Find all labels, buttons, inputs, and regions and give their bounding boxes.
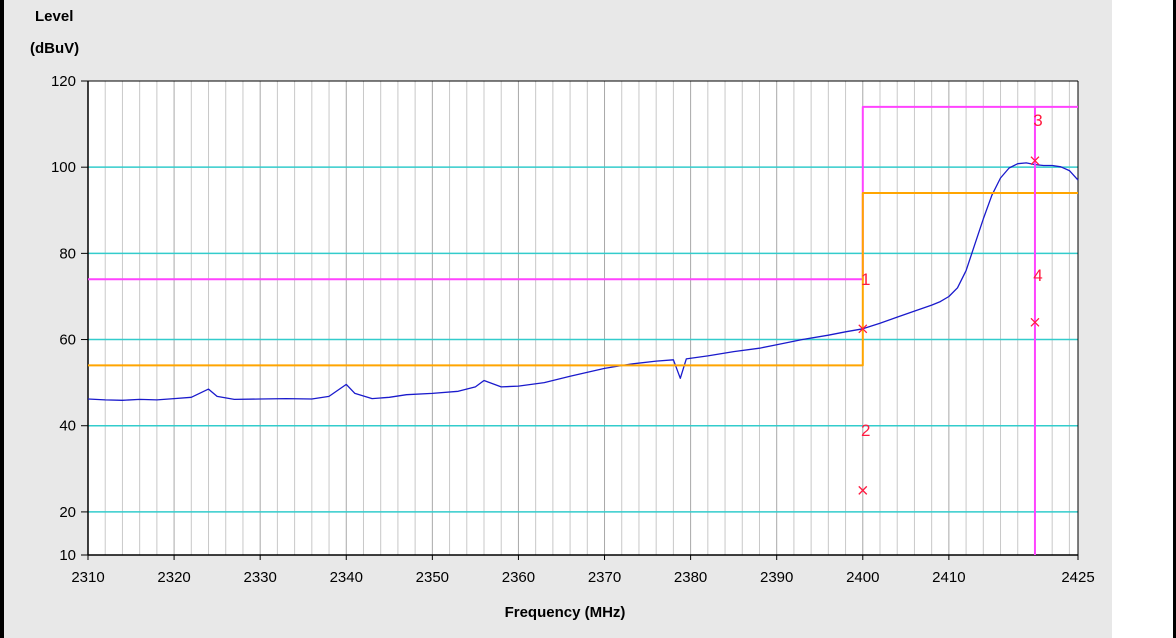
x-tick-label: 2350 — [416, 569, 449, 586]
x-tick-label: 2320 — [157, 569, 190, 586]
x-tick-label: 2330 — [243, 569, 276, 586]
average-limit-line — [88, 192, 1078, 367]
y-tick-label: 40 — [59, 418, 76, 435]
y-tick-label: 120 — [51, 73, 76, 90]
y-axis-title-line2: (dBuV) — [30, 40, 79, 57]
y-tick-label: 80 — [59, 245, 76, 262]
x-tick-label: 2370 — [588, 569, 621, 586]
marker-label-3: 3 — [1033, 111, 1042, 130]
x-axis-title: Frequency (MHz) — [505, 604, 626, 621]
marker-label-2: 2 — [861, 421, 870, 440]
y-axis-title-line1: Level — [35, 8, 73, 25]
trace-line — [87, 162, 1079, 401]
x-tick-label: 2380 — [674, 569, 707, 586]
x-tick-label: 2410 — [932, 569, 965, 586]
marker-cross — [858, 485, 868, 495]
marker-cross — [1030, 156, 1040, 166]
left-border — [0, 0, 4, 638]
y-tick-label: 100 — [51, 159, 76, 176]
x-tick-label: 2310 — [71, 569, 104, 586]
marker-cross — [858, 324, 868, 334]
y-tick-label: 20 — [59, 504, 76, 521]
x-tick-label: 2340 — [330, 569, 363, 586]
x-tick-label: 2425 — [1061, 569, 1094, 586]
x-tick-label: 2400 — [846, 569, 879, 586]
plot-area: 10 20 40 60 80 100 120 2310 2320 2330 2340 2350 2360… — [51, 73, 1095, 586]
right-border — [1173, 0, 1176, 638]
y-tick-label: 60 — [59, 332, 76, 349]
plot-background — [88, 81, 1078, 555]
marker-cross — [1030, 317, 1040, 327]
x-tick-label: 2390 — [760, 569, 793, 586]
marker-label-4: 4 — [1033, 266, 1042, 285]
x-tick-label: 2360 — [502, 569, 535, 586]
y-tick-label: 10 — [59, 547, 76, 564]
marker-label-1: 1 — [861, 270, 870, 289]
